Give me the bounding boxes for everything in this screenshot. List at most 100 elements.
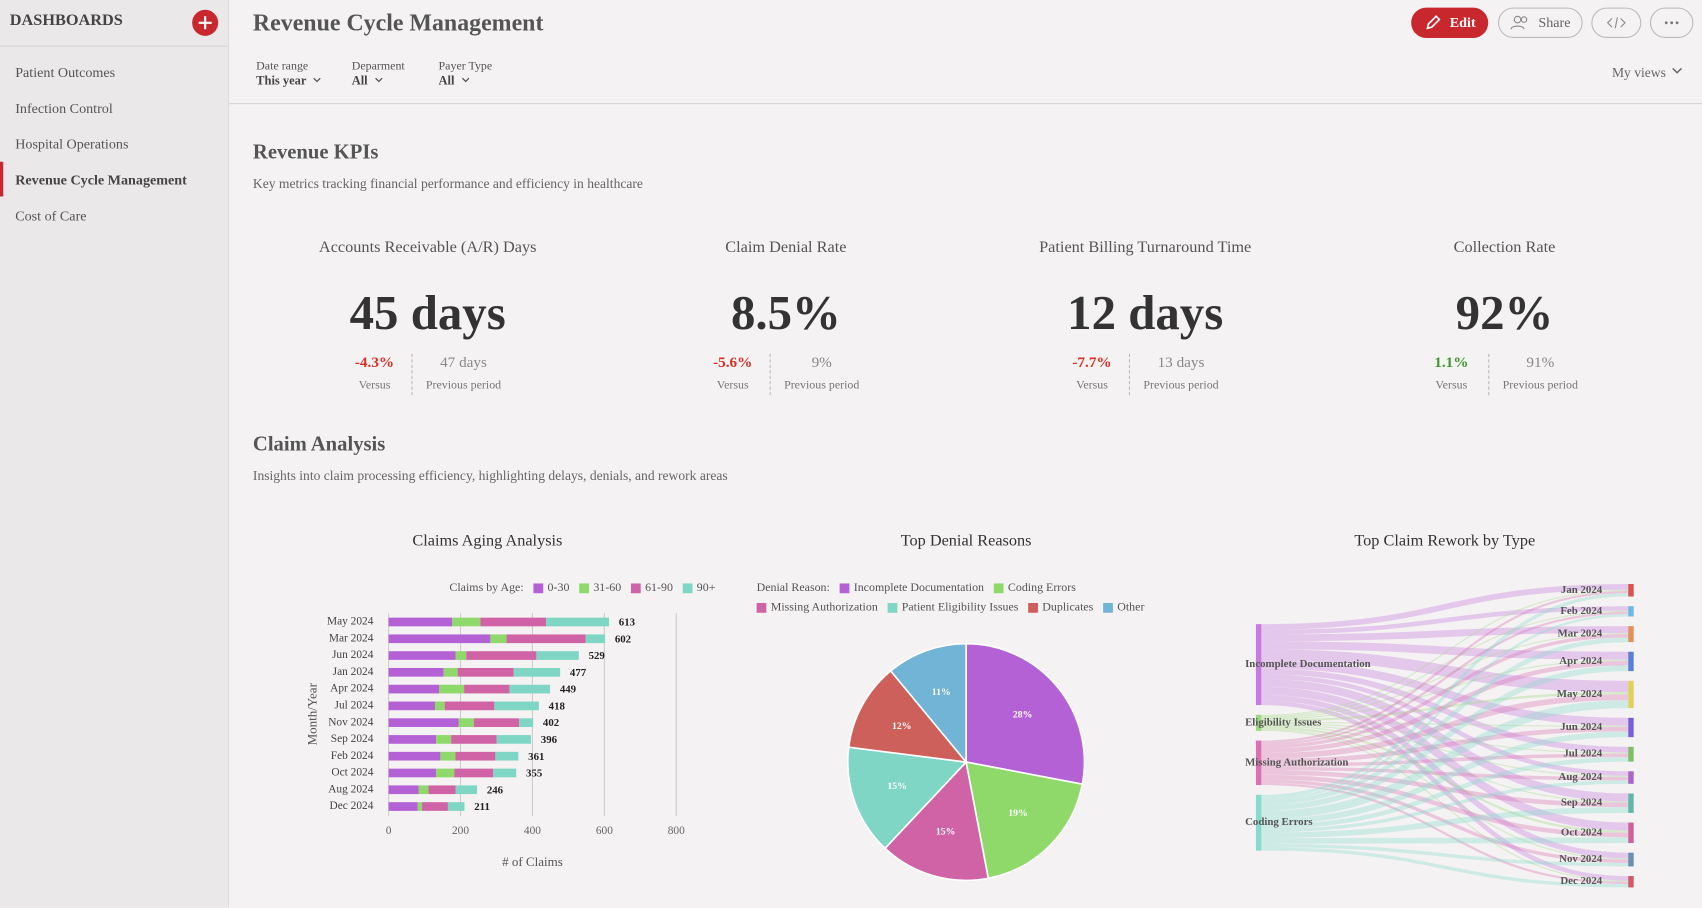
bar-segment [455, 785, 478, 795]
sankey-link [1261, 692, 1629, 722]
bar-segment [444, 701, 495, 711]
bar-segment [388, 684, 440, 694]
sidebar: DASHBOARDS Patient Outcomes Infection Con… [0, 0, 230, 908]
bar-segment [388, 785, 419, 795]
sankey-link [1261, 659, 1629, 720]
sankey-target-node [1628, 771, 1634, 784]
sankey-link [1261, 678, 1629, 802]
filter-value[interactable]: All [439, 75, 472, 88]
filter-label: Payer Type [438, 59, 493, 73]
sankey-link [1261, 593, 1629, 799]
kpi-value: 45 days [349, 285, 506, 340]
pie-value-label: 28% [1013, 709, 1032, 720]
chevron [374, 77, 383, 83]
chart-title: Top Denial Reasons [901, 530, 1032, 549]
sankey-link [1261, 610, 1629, 718]
kpi-change-label: Versus [358, 378, 391, 392]
legend-label: 0-30 [548, 580, 570, 594]
bar-total-label: 396 [541, 734, 558, 746]
header-divider [229, 103, 1702, 105]
legend-label: 31-60 [593, 580, 621, 594]
sankey-link [1261, 770, 1629, 808]
bar-segment [454, 768, 494, 778]
y-tick-label: Jun 2024 [332, 649, 374, 661]
filter-label: Deparment [351, 59, 405, 73]
kpi-previous: 13 days [1157, 354, 1205, 372]
y-tick-label: Oct 2024 [331, 767, 373, 779]
sankey-source-node [1255, 794, 1262, 851]
sankey-target-node [1628, 793, 1634, 813]
legend-swatch [839, 583, 850, 594]
bar-segment [513, 667, 561, 677]
legend-swatch [682, 583, 693, 594]
legend-swatch [887, 602, 898, 613]
legend-label: 90+ [697, 580, 716, 594]
more-button[interactable] [1649, 7, 1694, 38]
sankey-source-node [1255, 714, 1262, 731]
chevron [461, 77, 470, 83]
sankey-link [1261, 614, 1629, 801]
bar-total-label: 361 [528, 751, 544, 763]
sankey-source-label: Eligibility Issues [1245, 716, 1321, 728]
sankey-link [1261, 700, 1629, 881]
bar-segment [388, 768, 437, 778]
nav-item[interactable]: Patient Outcomes [15, 64, 116, 81]
section-title: Revenue KPIs [252, 141, 379, 164]
sankey-target-label: Feb 2024 [1560, 605, 1602, 617]
legend-swatch [630, 583, 641, 594]
pie-slice [965, 642, 1086, 786]
x-axis-title: # of Claims [502, 854, 563, 869]
legend-label: Other [1117, 600, 1144, 614]
y-axis-title: Month/Year [305, 682, 320, 745]
pie-value-label: 19% [1008, 808, 1028, 819]
legend-label: Coding Errors [1008, 580, 1076, 594]
nav-item[interactable]: Revenue Cycle Management [15, 171, 187, 188]
share-label: Share [1538, 14, 1571, 31]
sankey-target-label: May 2024 [1557, 688, 1603, 700]
bar-segment [495, 751, 519, 761]
bar-total-label: 613 [619, 617, 636, 629]
bar-total-label: 449 [560, 684, 577, 696]
sankey-link [1261, 674, 1629, 776]
kpi-previous-label: Previous period [784, 378, 860, 392]
more-icon [1664, 21, 1679, 25]
sankey-link [1261, 847, 1629, 888]
sankey-target-label: Oct 2024 [1561, 826, 1603, 838]
sankey-target-node [1628, 746, 1634, 762]
x-tick-label: 400 [524, 825, 541, 837]
sankey-link [1261, 843, 1629, 867]
sankey-link [1261, 665, 1629, 811]
pie-slice [846, 746, 968, 850]
kpi-change-label: Versus [1076, 378, 1108, 392]
y-tick-label: Feb 2024 [331, 750, 374, 762]
share-button[interactable]: Share [1497, 7, 1583, 38]
code-button[interactable] [1591, 7, 1642, 38]
filter-value[interactable]: This year [256, 75, 324, 88]
bar-total-label: 529 [589, 650, 606, 662]
sankey-target-node [1628, 852, 1634, 867]
nav-item[interactable]: Infection Control [15, 99, 113, 117]
bar-segment [388, 751, 441, 761]
kpi-previous: 9% [811, 354, 832, 372]
active-indicator [0, 161, 4, 197]
nav-item[interactable]: Hospital Operations [15, 135, 129, 152]
nav-item[interactable]: Cost of Care [15, 207, 87, 224]
filter-value[interactable]: All [352, 75, 385, 88]
kpi-change: -7.7% [1072, 354, 1112, 372]
bar-total-label: 402 [543, 717, 559, 729]
bar-segment [417, 802, 423, 811]
bar-segment [434, 701, 445, 711]
y-tick-label: Sep 2024 [331, 733, 374, 745]
sankey-source-label: Incomplete Documentation [1245, 658, 1371, 670]
my-views[interactable]: My views [1612, 65, 1684, 81]
edit-button[interactable]: Edit [1411, 7, 1489, 38]
sankey-link [1261, 641, 1629, 660]
kpi-change: 1.1% [1434, 354, 1469, 372]
add-button[interactable] [191, 9, 219, 37]
sidebar-title: DASHBOARDS [9, 11, 123, 30]
bar-segment [436, 735, 452, 744]
kpi-change: -4.3% [354, 354, 395, 372]
bar-segment [388, 701, 435, 711]
kpi-change-label: Versus [1435, 378, 1468, 392]
